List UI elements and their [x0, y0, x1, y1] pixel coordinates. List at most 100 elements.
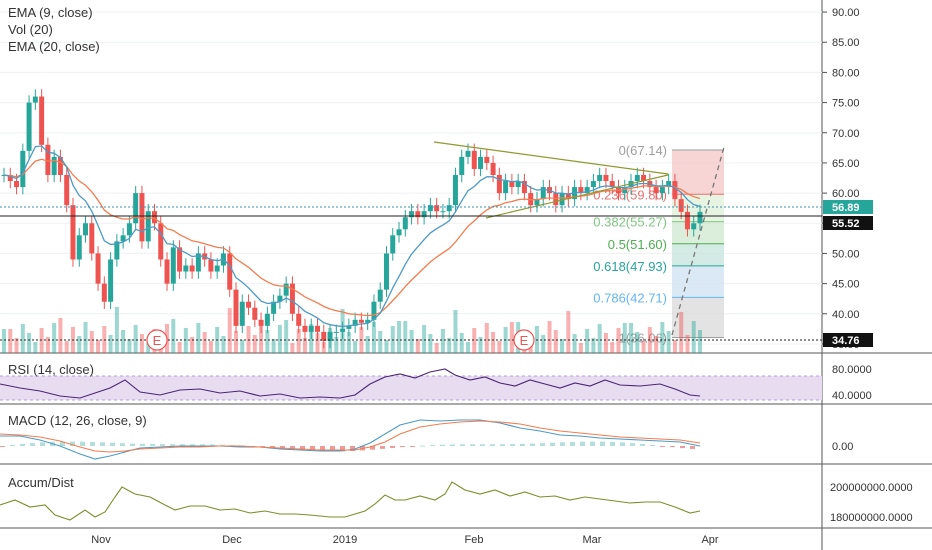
macd-hist-bar [600, 441, 605, 446]
fib-level-label: 0.382(55.27) [593, 215, 667, 230]
volume-bar [77, 336, 82, 353]
volume-bar [139, 334, 144, 353]
volume-bar [89, 331, 94, 353]
volume-bar [221, 336, 226, 353]
candle-body [308, 325, 314, 332]
volume-bar [440, 329, 445, 353]
earnings-marker-2[interactable]: E [513, 329, 535, 351]
fib-level-label: 0(67.14) [619, 143, 667, 158]
volume-bar [52, 323, 57, 353]
volume-bar [409, 330, 414, 353]
price-tick-label: 60.00 [832, 188, 860, 200]
macd-hist-bar [390, 446, 395, 448]
volume-bar [572, 334, 577, 353]
macd-pane-title[interactable]: MACD (12, 26, close, 9) [8, 413, 147, 428]
volume-bar [403, 321, 408, 353]
projection-line[interactable] [671, 146, 725, 336]
candle-body [120, 235, 126, 242]
legend-volume[interactable]: Vol (20) [8, 22, 53, 37]
candle-body [603, 174, 609, 182]
volume-bar [654, 336, 659, 353]
candle-body [64, 174, 70, 206]
volume-bar [497, 341, 502, 353]
candle-body [371, 301, 377, 320]
macd-hist-bar [110, 442, 115, 446]
volume-bar [108, 335, 113, 353]
volume-bar [378, 331, 383, 353]
candle-body [459, 156, 465, 175]
macd-hist-bar [320, 446, 325, 452]
volume-bar [315, 333, 320, 353]
price-tick-label: 90.00 [832, 7, 860, 19]
candle-body [383, 253, 389, 290]
macd-hist-bar [170, 444, 175, 446]
candle-body [559, 193, 565, 206]
candle-body [39, 96, 45, 145]
volume-bar [566, 311, 571, 353]
volume-bar [58, 318, 63, 353]
candle-body [239, 301, 245, 326]
macd-hist-bar [630, 443, 635, 446]
macd-hist-bar [120, 443, 125, 446]
volume-bar [603, 333, 608, 353]
volume-bar [2, 329, 6, 353]
macd-hist-bar [70, 441, 75, 446]
volume-bar [428, 334, 433, 353]
rsi-band [0, 376, 822, 400]
volume-bar [146, 343, 151, 353]
macd-hist-bar [190, 444, 195, 446]
macd-hist-bar [100, 442, 105, 446]
candle-body [208, 259, 214, 272]
price-tick-label: 45.00 [832, 279, 860, 291]
candle-body [183, 265, 189, 272]
volume-bar [127, 339, 132, 353]
candle-body [659, 187, 665, 194]
lower-trendline[interactable] [485, 174, 669, 219]
upper-trendline[interactable] [433, 141, 669, 175]
volume-bar [371, 322, 376, 353]
candle-body [233, 289, 239, 326]
volume-bar [208, 341, 213, 353]
volume-bar [64, 341, 69, 353]
candle-body [697, 211, 703, 224]
macd-hist-bar [470, 444, 475, 446]
candle-body [540, 187, 546, 200]
macd-hist-bar [640, 443, 645, 446]
candle-body [396, 229, 402, 236]
price-tick-label: 70.00 [832, 128, 860, 140]
legend-ema20[interactable]: EMA (20, close) [8, 39, 100, 54]
candle-body [565, 193, 571, 200]
volume-bar [20, 324, 25, 353]
volume-bar [591, 338, 596, 353]
macd-hist-bar [80, 441, 85, 446]
candle-body [271, 301, 277, 314]
ad-pane-title[interactable]: Accum/Dist [8, 475, 74, 490]
earnings-marker-1[interactable]: E [146, 329, 168, 351]
macd-signal-line [0, 420, 701, 453]
volume-bar [541, 335, 546, 353]
candle-body [427, 205, 433, 212]
volume-bar [8, 329, 13, 353]
volume-bar [14, 338, 19, 353]
candle-body [590, 181, 596, 188]
volume-bar [302, 338, 307, 353]
price-tick-label: 75.00 [832, 98, 860, 110]
fib-zone [672, 221, 724, 244]
candle-body [70, 205, 76, 260]
candle-body [509, 181, 515, 188]
price-tick-label: 85.00 [832, 37, 860, 49]
macd-hist-bar [310, 446, 315, 452]
fib-level-label: 0.618(47.93) [593, 259, 667, 274]
legend-ema9[interactable]: EMA (9, close) [8, 5, 93, 20]
macd-hist-bar [610, 441, 615, 446]
macd-hist-bar [130, 443, 135, 446]
fib-retracement[interactable]: 0(67.14) 0.236(59.80) 0.382(55.27) 0.5(51.6… [593, 143, 724, 346]
rsi-pane-title[interactable]: RSI (14, close) [8, 362, 94, 377]
volume-bar [202, 332, 207, 353]
volume-bar [384, 340, 389, 353]
volume-bar [547, 321, 552, 353]
candle-body [145, 211, 151, 242]
candle-body [327, 331, 333, 341]
hline-price-tag: 55.52 [823, 216, 873, 230]
